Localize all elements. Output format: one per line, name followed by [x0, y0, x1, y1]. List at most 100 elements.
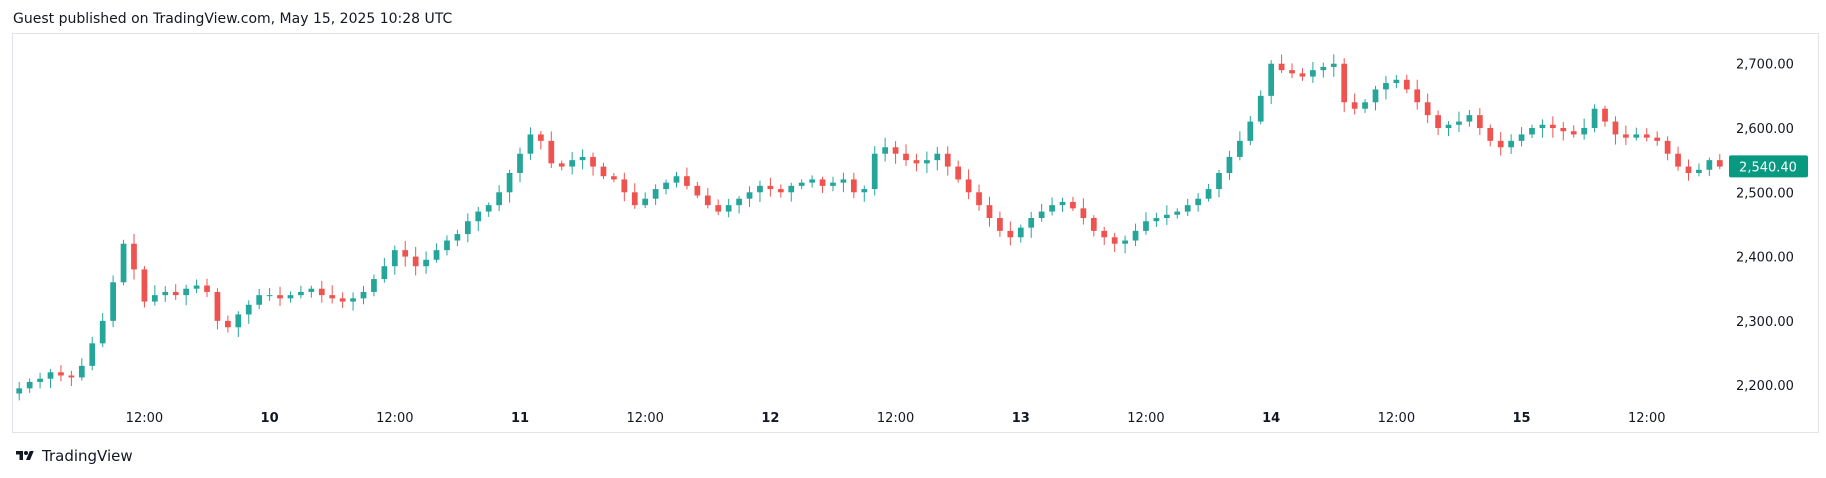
candle-up	[924, 160, 930, 164]
footer-brand[interactable]: TradingView	[13, 447, 133, 465]
candle-down	[892, 147, 899, 154]
candle-down	[277, 295, 283, 299]
candle-up	[642, 198, 649, 206]
candle-down	[1007, 230, 1014, 238]
time-tick-label: 11	[511, 411, 529, 426]
candle-down	[131, 243, 137, 270]
candle-down	[68, 375, 75, 378]
candle-down	[955, 166, 962, 180]
candle-up	[1445, 124, 1452, 128]
time-tick-label: 14	[1262, 411, 1280, 426]
time-tick-label: 12:00	[1127, 411, 1164, 426]
candle-down	[412, 256, 419, 267]
candle-up	[183, 288, 190, 296]
candle-up	[298, 291, 304, 296]
candle-up	[1247, 121, 1254, 141]
candle-up	[235, 314, 242, 328]
candle-up	[506, 173, 513, 193]
candle-up	[256, 295, 263, 305]
candle-up	[287, 295, 294, 299]
candle-up	[120, 243, 127, 283]
candle-down	[1570, 131, 1577, 135]
candle-up	[830, 182, 836, 186]
candle-down	[1080, 208, 1087, 218]
candle-up	[1456, 121, 1462, 125]
candle-up	[1362, 102, 1368, 109]
last-price-label: 2,540.40	[1739, 160, 1797, 175]
candle-down	[558, 163, 565, 167]
candle-down	[1414, 89, 1421, 103]
candle-up	[444, 240, 450, 251]
candle-down	[1654, 137, 1661, 141]
candle-up	[725, 205, 732, 212]
candle-down	[590, 156, 596, 167]
candle-down	[1643, 134, 1650, 138]
price-tick-label: 2,500.00	[1736, 186, 1794, 201]
candle-down	[1111, 237, 1118, 244]
candle-up	[99, 320, 106, 344]
tradingview-logo-icon	[16, 451, 34, 460]
chart-frame[interactable]	[12, 33, 1819, 433]
candle-down	[204, 285, 210, 292]
candle-down	[1090, 218, 1097, 231]
candle-down	[1101, 230, 1108, 238]
candle-down	[965, 179, 972, 193]
time-tick-label: 12:00	[1378, 411, 1415, 426]
candle-up	[454, 234, 461, 241]
candle-up	[1539, 124, 1546, 128]
candle-up	[162, 291, 169, 296]
candle-up	[371, 279, 377, 292]
candle-up	[1059, 201, 1066, 206]
price-tick-label: 2,400.00	[1736, 251, 1794, 266]
price-axis[interactable]: 2,200.00 2,300.00 2,400.00 2,500.00 2,600.00…	[1736, 58, 1794, 394]
candle-up	[1518, 134, 1525, 141]
candle-down	[777, 189, 784, 193]
candle-up	[26, 381, 33, 389]
candle-up	[1226, 156, 1233, 173]
candle-up	[1143, 221, 1149, 231]
candle-up	[1038, 211, 1045, 218]
candle-up	[381, 266, 388, 280]
time-tick-label: 12	[761, 411, 779, 426]
candle-up	[151, 295, 158, 302]
candle-up	[391, 250, 398, 267]
candle-up	[1195, 198, 1202, 206]
candle-down	[1716, 160, 1723, 167]
candle-down	[621, 179, 628, 193]
candle-up	[569, 160, 576, 167]
candle-up	[485, 205, 492, 212]
candle-up	[809, 179, 815, 183]
candle-up	[1268, 63, 1275, 96]
time-axis[interactable]: 12:00 10 12:00 11 12:00 12 12:00 13 12:00 14 12:00…	[126, 411, 1666, 426]
candle-up	[1132, 230, 1139, 241]
candle-down	[1497, 140, 1504, 148]
time-tick-label: 12:00	[376, 411, 413, 426]
candle-up	[840, 179, 847, 183]
candle-up	[37, 378, 43, 382]
candle-up	[1122, 240, 1128, 244]
candle-down	[1403, 79, 1410, 90]
candle-up	[1706, 160, 1713, 170]
candle-up	[308, 288, 315, 292]
candle-up	[788, 185, 795, 193]
candle-up	[1383, 83, 1389, 90]
candle-up	[1591, 108, 1598, 128]
candle-down	[339, 298, 346, 302]
time-tick-label: 12:00	[877, 411, 914, 426]
candle-down	[715, 205, 722, 212]
candle-down	[1278, 63, 1285, 71]
candle-down	[1351, 102, 1358, 109]
candle-up	[579, 156, 586, 161]
candle-up	[78, 365, 85, 378]
candle-up	[266, 295, 273, 297]
candle-up	[861, 189, 868, 193]
time-tick-label: 12:00	[1628, 411, 1665, 426]
candle-up	[1028, 218, 1035, 228]
candle-up	[736, 198, 742, 206]
candle-up	[16, 388, 23, 394]
candle-down	[318, 288, 325, 296]
candle-down	[548, 140, 555, 164]
candle-down	[1435, 115, 1441, 128]
candle-up	[1696, 169, 1702, 173]
